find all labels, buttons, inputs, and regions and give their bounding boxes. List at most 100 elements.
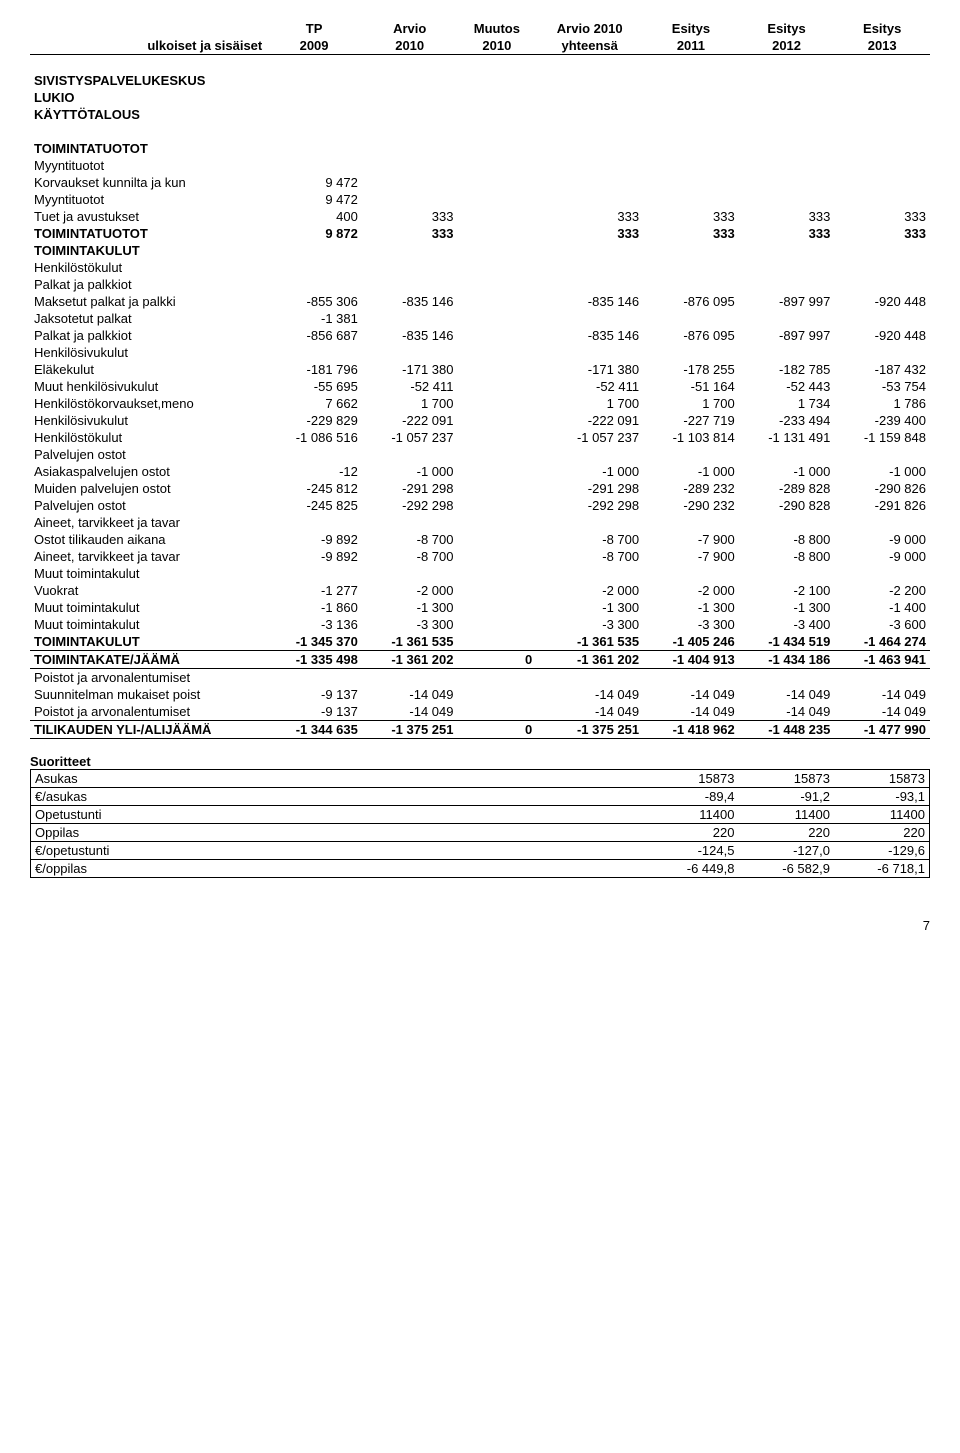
cell bbox=[643, 514, 739, 531]
cell: 333 bbox=[739, 225, 835, 242]
cell: -52 411 bbox=[362, 378, 458, 395]
cell bbox=[458, 191, 537, 208]
cell bbox=[458, 686, 537, 703]
cell bbox=[834, 276, 930, 293]
cell bbox=[362, 842, 458, 860]
section-title: SIVISTYSPALVELUKESKUS bbox=[30, 72, 930, 89]
cell: -1 159 848 bbox=[834, 429, 930, 446]
cell bbox=[266, 806, 362, 824]
section-title: LUKIO bbox=[30, 89, 930, 106]
budget-table: TPArvioMuutosArvio 2010EsitysEsitysEsity… bbox=[30, 20, 930, 739]
cell: -51 164 bbox=[643, 378, 739, 395]
cell: 15873 bbox=[643, 770, 739, 788]
cell: 11400 bbox=[738, 806, 834, 824]
cell bbox=[458, 531, 537, 548]
cell bbox=[739, 242, 835, 259]
cell: -187 432 bbox=[834, 361, 930, 378]
cell: -1 381 bbox=[266, 310, 362, 327]
cell: -292 298 bbox=[362, 497, 458, 514]
cell: -835 146 bbox=[536, 293, 643, 310]
cell: -1 361 535 bbox=[362, 633, 458, 651]
table-row: Palvelujen ostot bbox=[30, 446, 930, 463]
cell: 220 bbox=[738, 824, 834, 842]
cell bbox=[362, 276, 458, 293]
cell bbox=[362, 514, 458, 531]
table-row: Henkilöstökulut-1 086 516-1 057 237-1 05… bbox=[30, 429, 930, 446]
row-label: Myyntituotot bbox=[30, 157, 266, 174]
cell: -1 000 bbox=[739, 463, 835, 480]
cell: -1 277 bbox=[266, 582, 362, 599]
cell: -2 100 bbox=[739, 582, 835, 599]
cell bbox=[739, 310, 835, 327]
cell bbox=[458, 824, 537, 842]
cell bbox=[362, 806, 458, 824]
table-row: Myyntituotot9 472 bbox=[30, 191, 930, 208]
table-row: Vuokrat-1 277-2 000-2 000-2 000-2 100-2 … bbox=[30, 582, 930, 599]
suoritteet-table: Asukas158731587315873€/asukas-89,4-91,2-… bbox=[30, 769, 930, 878]
cell bbox=[739, 174, 835, 191]
cell: -1 000 bbox=[643, 463, 739, 480]
cell bbox=[458, 633, 537, 651]
cell bbox=[458, 565, 537, 582]
cell: -1 361 535 bbox=[536, 633, 643, 651]
header-cell: Arvio 2010 bbox=[536, 20, 643, 37]
cell: -1 404 913 bbox=[643, 651, 739, 669]
cell bbox=[458, 446, 537, 463]
row-label: TOIMINTAKATE/JÄÄMÄ bbox=[30, 651, 266, 669]
row-label: Ostot tilikauden aikana bbox=[30, 531, 266, 548]
cell bbox=[458, 497, 537, 514]
cell bbox=[458, 463, 537, 480]
table-row: Muut toimintakulut-3 136-3 300-3 300-3 3… bbox=[30, 616, 930, 633]
cell bbox=[266, 842, 362, 860]
cell bbox=[834, 565, 930, 582]
cell: -9 892 bbox=[266, 531, 362, 548]
cell bbox=[536, 276, 643, 293]
cell: -3 300 bbox=[362, 616, 458, 633]
row-label: TOIMINTAKULUT bbox=[30, 242, 266, 259]
cell: -8 800 bbox=[739, 531, 835, 548]
cell: -291 298 bbox=[536, 480, 643, 497]
cell bbox=[458, 860, 537, 878]
cell bbox=[266, 140, 362, 157]
header-cell: Muutos bbox=[458, 20, 537, 37]
cell bbox=[458, 361, 537, 378]
table-row: TOIMINTAKULUT-1 345 370-1 361 535-1 361 … bbox=[30, 633, 930, 651]
header-cell: TP bbox=[266, 20, 362, 37]
table-row: TOIMINTATUOTOT bbox=[30, 140, 930, 157]
cell bbox=[739, 191, 835, 208]
header-cell: 2010 bbox=[458, 37, 537, 55]
cell: -3 600 bbox=[834, 616, 930, 633]
table-row: Henkilösivukulut bbox=[30, 344, 930, 361]
row-label: €/asukas bbox=[31, 788, 267, 806]
cell bbox=[458, 582, 537, 599]
cell bbox=[362, 788, 458, 806]
cell: -897 997 bbox=[739, 293, 835, 310]
cell bbox=[536, 310, 643, 327]
cell bbox=[458, 480, 537, 497]
cell bbox=[362, 140, 458, 157]
cell bbox=[458, 225, 537, 242]
cell: -1 477 990 bbox=[834, 721, 930, 739]
cell: -2 000 bbox=[362, 582, 458, 599]
header-cell: 2009 bbox=[266, 37, 362, 55]
table-row: Aineet, tarvikkeet ja tavar bbox=[30, 514, 930, 531]
cell bbox=[739, 514, 835, 531]
cell: 1 700 bbox=[536, 395, 643, 412]
cell: 0 bbox=[458, 721, 537, 739]
cell: -1 860 bbox=[266, 599, 362, 616]
cell bbox=[458, 344, 537, 361]
cell bbox=[458, 429, 537, 446]
cell bbox=[266, 788, 362, 806]
cell bbox=[458, 242, 537, 259]
row-label: Palvelujen ostot bbox=[30, 446, 266, 463]
cell bbox=[834, 310, 930, 327]
row-label: Poistot ja arvonalentumiset bbox=[30, 703, 266, 721]
cell bbox=[362, 565, 458, 582]
table-row: Korvaukset kunnilta ja kun9 472 bbox=[30, 174, 930, 191]
cell: -14 049 bbox=[536, 686, 643, 703]
cell: -9 892 bbox=[266, 548, 362, 565]
cell: -127,0 bbox=[738, 842, 834, 860]
cell: 333 bbox=[536, 208, 643, 225]
table-row: TOIMINTAKATE/JÄÄMÄ-1 335 498-1 361 2020-… bbox=[30, 651, 930, 669]
cell bbox=[643, 140, 739, 157]
